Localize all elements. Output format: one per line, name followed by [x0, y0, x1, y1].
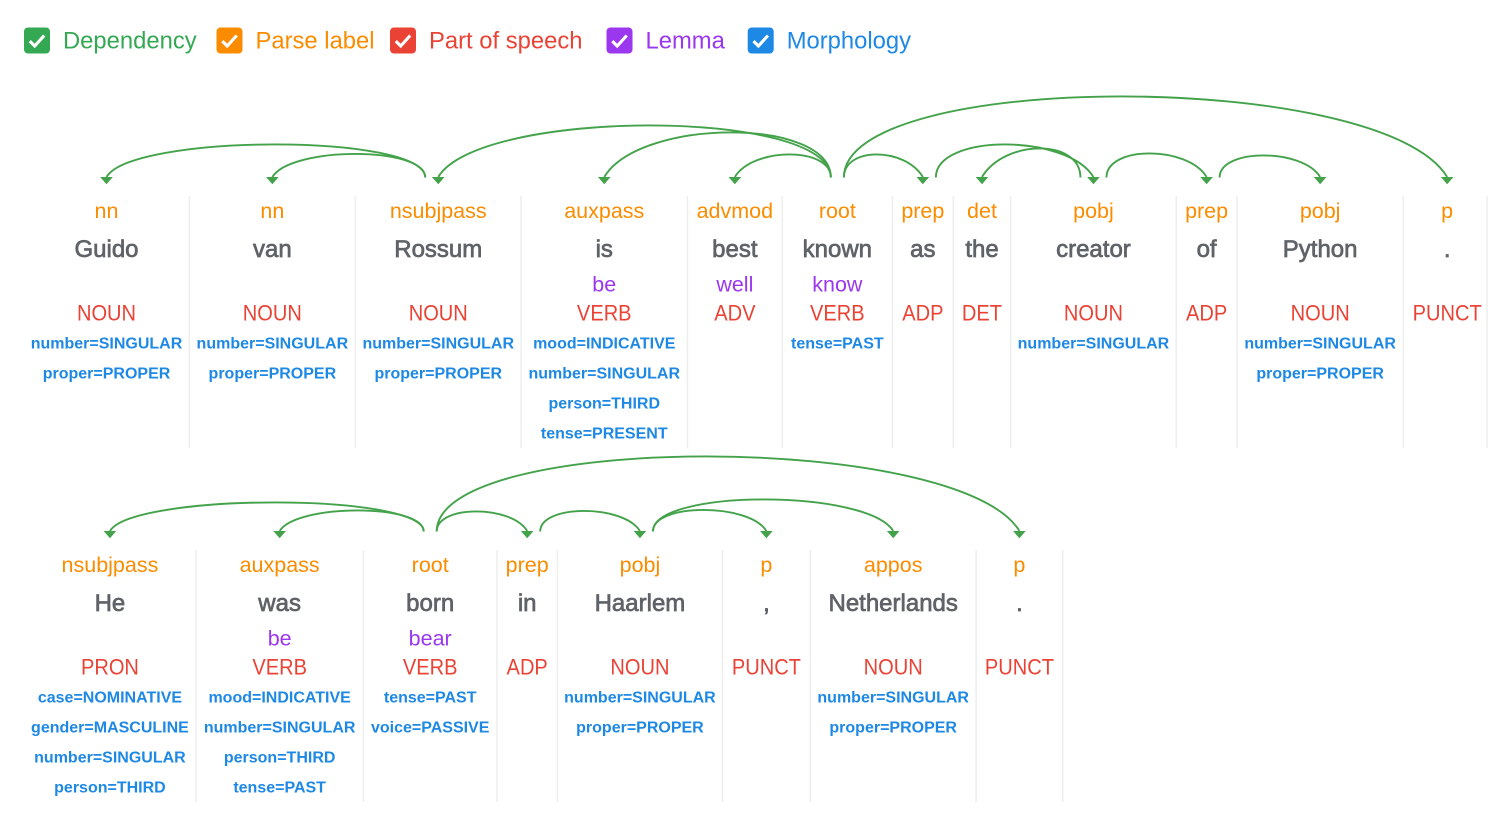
- svg-text:Lemma: Lemma: [646, 28, 726, 55]
- svg-text:voice=PASSIVE: voice=PASSIVE: [371, 720, 490, 737]
- svg-text:VERB: VERB: [252, 656, 307, 680]
- svg-text:det: det: [967, 199, 997, 223]
- svg-text:tense=PAST: tense=PAST: [791, 336, 884, 353]
- svg-text:number=SINGULAR: number=SINGULAR: [528, 366, 680, 383]
- svg-text:NOUN: NOUN: [409, 302, 468, 326]
- svg-text:number=SINGULAR: number=SINGULAR: [362, 336, 514, 353]
- svg-text:person=THIRD: person=THIRD: [54, 780, 166, 797]
- svg-text:proper=PROPER: proper=PROPER: [43, 366, 171, 383]
- svg-text:PUNCT: PUNCT: [985, 656, 1054, 680]
- svg-text:.: .: [1444, 236, 1451, 263]
- svg-text:person=THIRD: person=THIRD: [548, 396, 660, 413]
- svg-text:DET: DET: [962, 302, 1002, 326]
- svg-text:Parse label: Parse label: [256, 28, 375, 55]
- svg-text:tense=PRESENT: tense=PRESENT: [541, 426, 668, 443]
- svg-text:nsubjpass: nsubjpass: [390, 199, 487, 223]
- svg-text:number=SINGULAR: number=SINGULAR: [1244, 336, 1396, 353]
- svg-text:ADP: ADP: [1186, 302, 1227, 326]
- svg-text:ADV: ADV: [714, 302, 756, 326]
- svg-text:tense=PAST: tense=PAST: [384, 690, 477, 707]
- svg-text:auxpass: auxpass: [240, 553, 320, 577]
- svg-text:Rossum: Rossum: [394, 236, 482, 263]
- svg-text:mood=INDICATIVE: mood=INDICATIVE: [208, 690, 351, 707]
- svg-text:bear: bear: [409, 627, 452, 651]
- svg-text:proper=PROPER: proper=PROPER: [1256, 366, 1384, 383]
- svg-text:proper=PROPER: proper=PROPER: [829, 720, 957, 737]
- svg-text:ADP: ADP: [507, 656, 548, 680]
- svg-text:prep: prep: [901, 199, 944, 223]
- svg-text:NOUN: NOUN: [77, 302, 136, 326]
- svg-text:ADP: ADP: [902, 302, 943, 326]
- svg-text:auxpass: auxpass: [564, 199, 644, 223]
- svg-text:PRON: PRON: [81, 656, 139, 680]
- svg-text:creator: creator: [1056, 236, 1131, 263]
- svg-text:He: He: [95, 590, 126, 617]
- svg-text:NOUN: NOUN: [243, 302, 302, 326]
- svg-text:root: root: [412, 553, 449, 577]
- svg-text:well: well: [715, 273, 753, 297]
- svg-text:pobj: pobj: [1073, 199, 1114, 223]
- svg-text:case=NOMINATIVE: case=NOMINATIVE: [38, 690, 183, 707]
- svg-text:Part of speech: Part of speech: [429, 28, 582, 55]
- svg-text:number=SINGULAR: number=SINGULAR: [31, 336, 183, 353]
- svg-text:VERB: VERB: [403, 656, 458, 680]
- svg-text:as: as: [910, 236, 935, 263]
- svg-text:appos: appos: [864, 553, 923, 577]
- svg-text:the: the: [965, 236, 998, 263]
- svg-text:is: is: [596, 236, 613, 263]
- svg-text:know: know: [812, 273, 863, 297]
- svg-text:Guido: Guido: [74, 236, 138, 263]
- svg-text:nn: nn: [95, 199, 119, 223]
- svg-text:number=SINGULAR: number=SINGULAR: [817, 690, 969, 707]
- svg-text:pobj: pobj: [1300, 199, 1341, 223]
- svg-text:.: .: [1016, 590, 1023, 617]
- svg-text:NOUN: NOUN: [1064, 302, 1123, 326]
- svg-text:number=SINGULAR: number=SINGULAR: [197, 336, 349, 353]
- svg-text:p: p: [1013, 553, 1025, 577]
- svg-text:person=THIRD: person=THIRD: [224, 750, 336, 767]
- svg-text:prep: prep: [506, 553, 549, 577]
- svg-text:born: born: [406, 590, 454, 617]
- svg-text:nn: nn: [260, 199, 284, 223]
- svg-text:Python: Python: [1283, 236, 1358, 263]
- svg-text:pobj: pobj: [620, 553, 661, 577]
- svg-text:mood=INDICATIVE: mood=INDICATIVE: [533, 336, 676, 353]
- svg-text:VERB: VERB: [577, 302, 632, 326]
- svg-text:proper=PROPER: proper=PROPER: [209, 366, 337, 383]
- svg-text:be: be: [592, 273, 616, 297]
- svg-text:NOUN: NOUN: [864, 656, 923, 680]
- svg-text:PUNCT: PUNCT: [1413, 302, 1482, 326]
- svg-text:best: best: [712, 236, 758, 263]
- svg-text:number=SINGULAR: number=SINGULAR: [1018, 336, 1170, 353]
- svg-text:known: known: [803, 236, 872, 263]
- svg-text:was: was: [257, 590, 301, 617]
- svg-text:proper=PROPER: proper=PROPER: [374, 366, 502, 383]
- svg-text:in: in: [518, 590, 537, 617]
- svg-text:tense=PAST: tense=PAST: [233, 780, 326, 797]
- svg-text:number=SINGULAR: number=SINGULAR: [564, 690, 716, 707]
- svg-text:prep: prep: [1185, 199, 1228, 223]
- svg-text:number=SINGULAR: number=SINGULAR: [34, 750, 186, 767]
- svg-text:Netherlands: Netherlands: [828, 590, 957, 617]
- svg-text:advmod: advmod: [697, 199, 774, 223]
- svg-text:gender=MASCULINE: gender=MASCULINE: [31, 720, 189, 737]
- svg-text:p: p: [1441, 199, 1453, 223]
- svg-text:nsubjpass: nsubjpass: [62, 553, 159, 577]
- svg-text:Haarlem: Haarlem: [595, 590, 686, 617]
- svg-text:be: be: [268, 627, 292, 651]
- svg-text:of: of: [1197, 236, 1217, 263]
- svg-text:PUNCT: PUNCT: [732, 656, 801, 680]
- svg-text:p: p: [760, 553, 772, 577]
- svg-text:NOUN: NOUN: [1291, 302, 1350, 326]
- svg-text:VERB: VERB: [810, 302, 865, 326]
- svg-text:van: van: [253, 236, 292, 263]
- svg-text:root: root: [819, 199, 856, 223]
- svg-text:proper=PROPER: proper=PROPER: [576, 720, 704, 737]
- svg-text:number=SINGULAR: number=SINGULAR: [204, 720, 356, 737]
- svg-text:,: ,: [763, 590, 770, 617]
- svg-text:NOUN: NOUN: [610, 656, 669, 680]
- svg-text:Dependency: Dependency: [63, 28, 197, 55]
- svg-text:Morphology: Morphology: [787, 28, 911, 55]
